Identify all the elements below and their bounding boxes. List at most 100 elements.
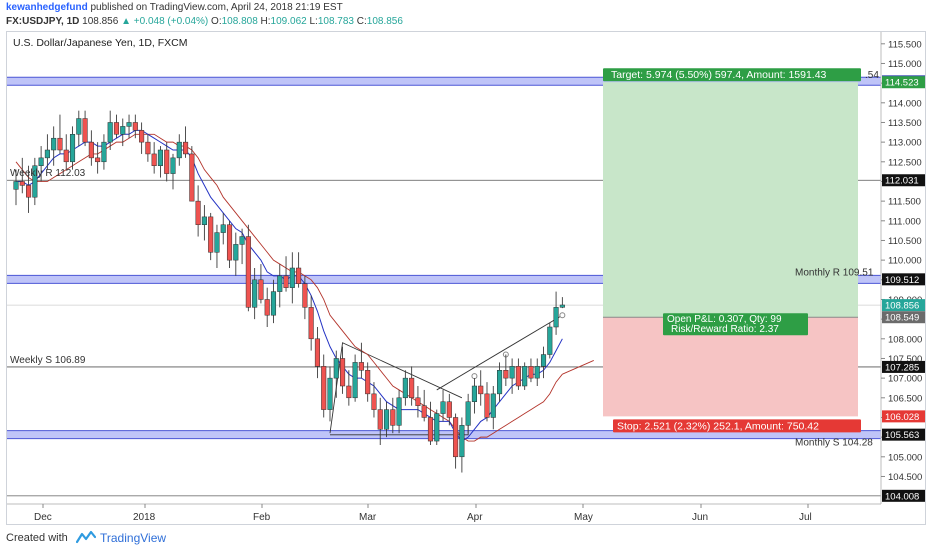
candle-up[interactable] [157, 149, 163, 166]
candle-down[interactable] [264, 299, 270, 316]
open-label: O: [211, 16, 222, 27]
candle-down[interactable] [145, 141, 151, 155]
candle-up[interactable] [239, 236, 245, 245]
candle-up[interactable] [120, 126, 126, 135]
candle-down[interactable] [346, 385, 352, 399]
candle-up[interactable] [459, 425, 465, 458]
candle-down[interactable] [189, 153, 195, 202]
candle-up[interactable] [220, 224, 226, 233]
candle-down[interactable] [208, 216, 214, 253]
candle-up[interactable] [101, 141, 107, 163]
candle-up[interactable] [383, 409, 390, 430]
candle-up[interactable] [170, 157, 176, 174]
candle-down[interactable] [296, 267, 302, 284]
candle-down[interactable] [283, 275, 289, 288]
candle-down[interactable] [314, 338, 320, 367]
chart-pane[interactable]: Target: 5.974 (5.50%) 597.4, Amount: 159… [6, 31, 926, 525]
candle-down[interactable] [19, 181, 25, 186]
candle-up[interactable] [277, 275, 283, 292]
candle-up[interactable] [13, 181, 19, 190]
candle-down[interactable] [427, 417, 434, 442]
candle-up[interactable] [465, 401, 471, 426]
candle-down[interactable] [446, 401, 452, 418]
candle-up[interactable] [434, 413, 440, 442]
candle-down[interactable] [26, 185, 32, 198]
candle-up[interactable] [126, 122, 132, 127]
price-axis[interactable] [881, 32, 925, 504]
candle-down[interactable] [503, 370, 509, 379]
candle-up[interactable] [176, 141, 182, 159]
candle-up[interactable] [333, 358, 339, 379]
candle-down[interactable] [371, 393, 377, 410]
anchor-point[interactable] [559, 312, 566, 319]
candle-down[interactable] [95, 157, 101, 163]
candle-down[interactable] [82, 118, 88, 143]
candle-down[interactable] [245, 236, 251, 308]
candle-down[interactable] [484, 393, 490, 418]
candle-down[interactable] [321, 366, 327, 410]
candle-down[interactable] [164, 149, 170, 174]
candle-up[interactable] [201, 216, 207, 225]
candle-down[interactable] [183, 141, 189, 155]
candle-up[interactable] [553, 307, 559, 328]
candle-up[interactable] [352, 362, 358, 399]
candle-up[interactable] [214, 232, 220, 253]
candle-down[interactable] [57, 137, 63, 151]
candle-down[interactable] [226, 224, 233, 261]
candle-up[interactable] [440, 401, 446, 414]
candle-down[interactable] [478, 385, 484, 395]
candle-down[interactable] [113, 122, 120, 135]
x-tick-label: Feb [253, 512, 271, 523]
level-label: Monthly S 104.28 [795, 438, 873, 449]
candle-up[interactable] [471, 385, 477, 402]
candle-up[interactable] [107, 122, 113, 143]
candle-up[interactable] [540, 354, 547, 367]
candle-up[interactable] [233, 244, 239, 261]
candle-up[interactable] [490, 393, 496, 418]
author-link[interactable]: kewanhedgefund [6, 2, 88, 13]
candle-up[interactable] [51, 137, 57, 151]
candle-down[interactable] [132, 122, 138, 131]
candle-down[interactable] [302, 283, 308, 308]
candle-down[interactable] [258, 279, 264, 300]
candle-up[interactable] [522, 366, 528, 387]
candle-up[interactable] [547, 326, 553, 355]
candle-up[interactable] [396, 397, 402, 426]
candle-up[interactable] [534, 366, 540, 379]
candle-down[interactable] [365, 370, 371, 395]
candle-down[interactable] [63, 149, 69, 163]
candle-down[interactable] [453, 417, 459, 458]
candle-up[interactable] [289, 267, 295, 288]
price-tag-label: 114.523 [885, 78, 919, 89]
candle-down[interactable] [415, 397, 421, 406]
anchor-point[interactable] [471, 373, 478, 380]
candle-up[interactable] [76, 118, 82, 135]
candle-up[interactable] [270, 291, 277, 316]
candle-up[interactable] [327, 377, 333, 410]
candle-down[interactable] [151, 153, 157, 166]
candle-down[interactable] [409, 377, 415, 399]
candle-up[interactable] [509, 366, 515, 379]
candle-down[interactable] [195, 200, 201, 225]
candle-down[interactable] [390, 409, 396, 426]
candle-up[interactable] [252, 279, 258, 308]
candle-down[interactable] [421, 405, 427, 418]
candle-down[interactable] [308, 307, 314, 340]
candle-up[interactable] [497, 370, 503, 395]
candle-up[interactable] [38, 157, 44, 166]
candle-up[interactable] [69, 134, 76, 163]
candle-down[interactable] [377, 409, 383, 430]
candle-up[interactable] [44, 149, 50, 159]
price-chart[interactable]: Target: 5.974 (5.50%) 597.4, Amount: 159… [7, 32, 925, 524]
target-zone[interactable] [603, 82, 858, 318]
candle-down[interactable] [139, 130, 145, 143]
tradingview-brand[interactable]: TradingView [100, 531, 167, 545]
candle-up[interactable] [402, 377, 408, 399]
candle-up[interactable] [559, 304, 565, 308]
candle-down[interactable] [358, 362, 364, 371]
candle-down[interactable] [528, 366, 534, 379]
candle-down[interactable] [515, 366, 521, 387]
candle-up[interactable] [32, 165, 38, 198]
candle-down[interactable] [88, 141, 94, 159]
candle-down[interactable] [340, 358, 346, 387]
